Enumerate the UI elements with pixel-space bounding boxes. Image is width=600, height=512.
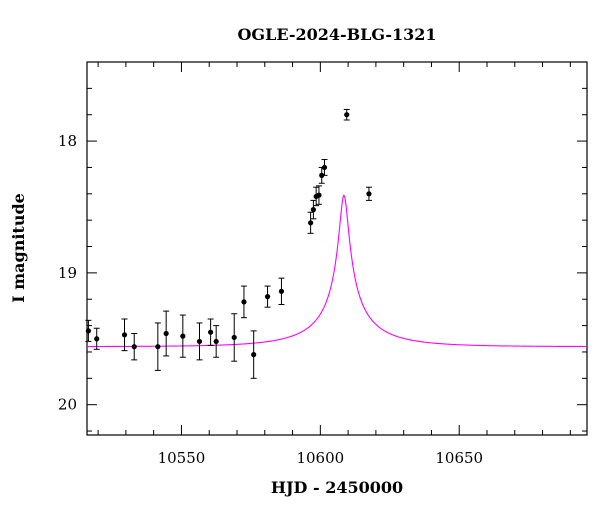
y-tick-label: 19 bbox=[58, 264, 77, 282]
point-marker bbox=[121, 332, 128, 338]
data-point bbox=[179, 314, 186, 358]
point-marker bbox=[180, 333, 186, 339]
data-point bbox=[196, 322, 203, 361]
point-marker bbox=[163, 330, 169, 337]
data-point bbox=[207, 318, 214, 346]
plot-border bbox=[86, 61, 588, 436]
point-marker bbox=[251, 352, 257, 358]
x-tick-label: 10600 bbox=[296, 449, 344, 467]
point-marker bbox=[231, 334, 237, 341]
point-marker bbox=[213, 338, 219, 345]
point-marker bbox=[310, 207, 316, 213]
data-point bbox=[343, 108, 350, 121]
x-tick-label: 10550 bbox=[158, 449, 206, 467]
y-axis-title: I magnitude bbox=[9, 193, 28, 303]
y-tick-label: 18 bbox=[58, 132, 77, 150]
point-marker bbox=[208, 329, 214, 335]
point-marker bbox=[241, 299, 247, 305]
data-point bbox=[307, 211, 314, 234]
point-marker bbox=[278, 288, 285, 294]
model-curve bbox=[87, 194, 588, 348]
data-point bbox=[264, 285, 271, 308]
point-marker bbox=[85, 328, 91, 334]
data-point bbox=[315, 185, 322, 205]
y-tick-label: 20 bbox=[58, 396, 77, 414]
x-axis-title: HJD - 2450000 bbox=[271, 478, 403, 497]
point-marker bbox=[264, 294, 271, 300]
data-points bbox=[85, 108, 372, 379]
point-marker bbox=[366, 191, 372, 197]
data-point bbox=[231, 313, 238, 362]
data-point bbox=[131, 333, 138, 361]
point-marker bbox=[155, 344, 161, 350]
plot-frame bbox=[86, 61, 588, 436]
point-marker bbox=[308, 220, 314, 226]
data-point bbox=[154, 322, 161, 371]
point-marker bbox=[131, 344, 137, 350]
data-point bbox=[250, 330, 257, 379]
data-point bbox=[321, 159, 328, 176]
x-tick-label: 10650 bbox=[435, 449, 483, 467]
data-point bbox=[278, 277, 285, 306]
point-marker bbox=[196, 338, 203, 345]
data-point bbox=[365, 186, 372, 201]
data-point bbox=[213, 325, 220, 358]
data-point bbox=[240, 285, 247, 319]
data-point bbox=[121, 318, 128, 352]
point-marker bbox=[94, 336, 100, 342]
data-point bbox=[85, 319, 92, 342]
data-point bbox=[163, 310, 170, 357]
data-point bbox=[310, 199, 317, 220]
point-marker bbox=[321, 164, 328, 171]
data-point bbox=[93, 327, 100, 350]
point-marker bbox=[316, 192, 322, 198]
axis-ticks: 10550 10600 10650 18 19 20 bbox=[58, 61, 587, 467]
point-marker bbox=[344, 112, 350, 118]
chart-title: OGLE-2024-BLG-1321 bbox=[237, 25, 436, 44]
